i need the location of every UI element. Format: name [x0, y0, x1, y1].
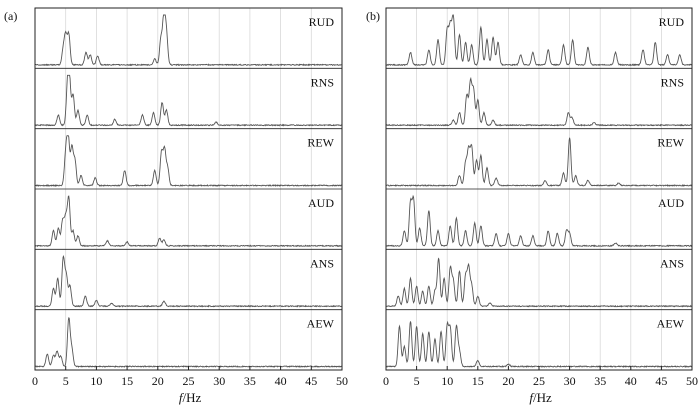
series-line-ans [385, 257, 693, 308]
x-tick-label: 45 [305, 374, 317, 388]
x-tick-label: 50 [686, 374, 698, 388]
x-tick-label: 0 [32, 374, 38, 388]
series-label: RUD [309, 15, 335, 29]
x-tick-label: 30 [213, 374, 225, 388]
x-tick-label: 20 [502, 374, 514, 388]
x-tick-label: 25 [533, 374, 545, 388]
x-tick-label: 40 [625, 374, 637, 388]
series-label: AEW [657, 317, 685, 331]
x-tick-label: 25 [183, 374, 195, 388]
series-line-aud [34, 195, 343, 248]
panel-label: (a) [4, 9, 17, 23]
series-label: REW [307, 136, 334, 150]
x-tick-label: 35 [244, 374, 256, 388]
series-label: AUD [308, 196, 334, 210]
series-label: ANS [310, 256, 334, 270]
x-tick-label: 45 [655, 374, 667, 388]
x-tick-label: 30 [564, 374, 576, 388]
x-tick-label: 15 [121, 374, 133, 388]
series-line-rew [385, 137, 693, 187]
panel-label: (b) [366, 9, 380, 23]
x-tick-label: 40 [275, 374, 287, 388]
series-line-rns [385, 76, 693, 127]
series-label: RNS [311, 75, 334, 89]
series-line-aud [385, 194, 693, 248]
panel-a: RUD RNS REW AUD ANS AEW 0 5 10 15 20 25 30 35 40 45 50 f /… [4, 7, 348, 405]
x-tick-label: 50 [336, 374, 348, 388]
series-label: RNS [661, 75, 684, 89]
x-tick-label: 10 [441, 374, 453, 388]
series-label: REW [657, 136, 684, 150]
x-axis-label-symbol: f [179, 390, 185, 405]
x-tick-label: 5 [63, 374, 69, 388]
x-axis-label-unit: /Hz [533, 390, 552, 405]
series-line-rns [34, 74, 343, 127]
series-line-rew [34, 135, 343, 188]
x-tick-label: 0 [383, 374, 389, 388]
x-tick-label: 15 [472, 374, 484, 388]
series-label: AEW [307, 317, 335, 331]
panel-b: RUD RNS REW AUD ANS AEW 0 5 10 15 20 25 30 35 40 45 50 f /… [366, 7, 698, 405]
x-tick-label: 5 [414, 374, 420, 388]
x-axis-label-symbol: f [529, 390, 535, 405]
x-axis-label-unit: /Hz [183, 390, 202, 405]
series-label: ANS [660, 256, 684, 270]
x-tick-label: 20 [152, 374, 164, 388]
x-tick-label: 10 [90, 374, 102, 388]
series-label: AUD [658, 196, 684, 210]
series-label: RUD [659, 15, 685, 29]
series-line-rud [34, 14, 343, 67]
series-line-ans [34, 255, 343, 308]
series-line-rud [385, 14, 693, 67]
x-tick-label: 35 [594, 374, 606, 388]
